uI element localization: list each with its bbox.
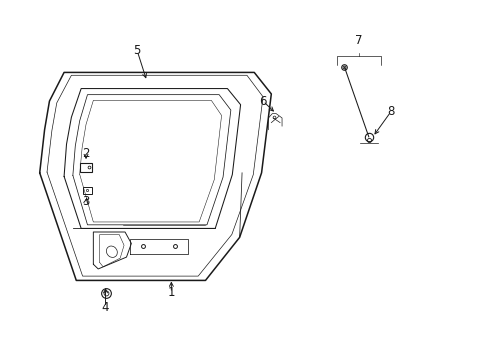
Text: 5: 5 [133,44,141,57]
Text: 2: 2 [82,147,90,159]
Text: 1: 1 [167,287,175,300]
Text: 3: 3 [82,195,89,208]
Text: 7: 7 [355,33,362,47]
Text: 6: 6 [259,95,266,108]
Text: 4: 4 [102,301,109,314]
Text: 8: 8 [386,105,394,118]
